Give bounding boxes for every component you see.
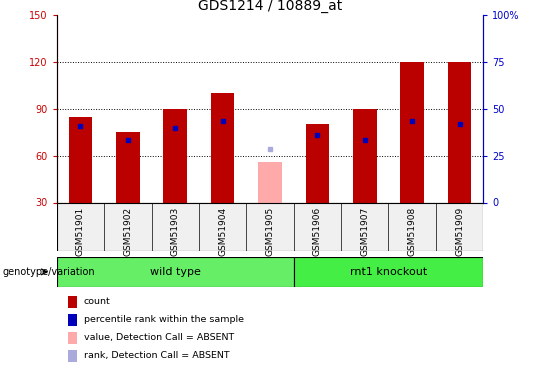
Text: GSM51902: GSM51902 xyxy=(123,206,132,255)
Bar xyxy=(448,62,471,202)
Bar xyxy=(69,117,92,202)
Title: GDS1214 / 10889_at: GDS1214 / 10889_at xyxy=(198,0,342,13)
Text: GSM51904: GSM51904 xyxy=(218,206,227,255)
Text: GSM51905: GSM51905 xyxy=(266,206,274,256)
Text: GSM51903: GSM51903 xyxy=(171,206,180,256)
Bar xyxy=(57,257,294,287)
Text: count: count xyxy=(84,297,111,306)
Text: GSM51908: GSM51908 xyxy=(408,206,417,256)
Bar xyxy=(116,132,140,202)
Bar xyxy=(163,109,187,202)
Text: rank, Detection Call = ABSENT: rank, Detection Call = ABSENT xyxy=(84,351,230,360)
Text: rnt1 knockout: rnt1 knockout xyxy=(350,267,427,277)
Text: wild type: wild type xyxy=(150,267,201,277)
Text: genotype/variation: genotype/variation xyxy=(3,267,96,277)
Bar xyxy=(306,124,329,202)
Text: GSM51909: GSM51909 xyxy=(455,206,464,256)
Bar xyxy=(258,162,282,202)
Text: GSM51901: GSM51901 xyxy=(76,206,85,256)
Bar xyxy=(294,257,483,287)
Text: percentile rank within the sample: percentile rank within the sample xyxy=(84,315,244,324)
Bar xyxy=(400,62,424,202)
Bar xyxy=(353,109,377,202)
Text: GSM51906: GSM51906 xyxy=(313,206,322,256)
Text: GSM51907: GSM51907 xyxy=(360,206,369,256)
Bar xyxy=(211,93,234,202)
Text: value, Detection Call = ABSENT: value, Detection Call = ABSENT xyxy=(84,333,234,342)
